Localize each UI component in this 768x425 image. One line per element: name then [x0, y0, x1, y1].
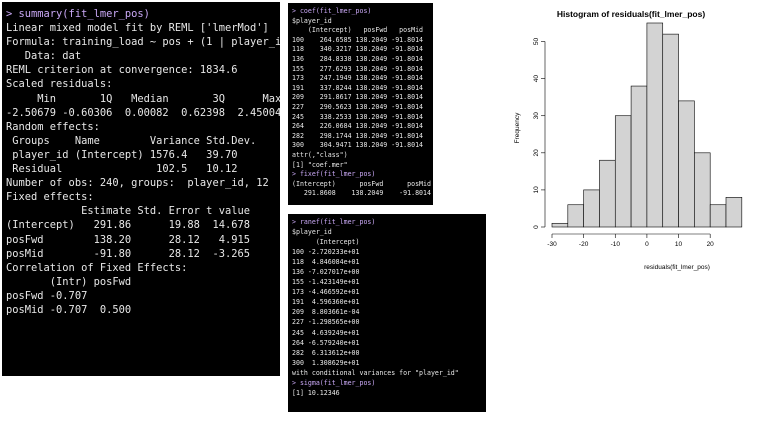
console-output-line: 173 -4.466592e+01: [292, 288, 360, 297]
histogram-bar: [630, 85, 648, 228]
console-output-line: 191 4.596360e+01: [292, 298, 360, 307]
histogram-bar: [662, 33, 679, 228]
console-output-line: REML criterion at convergence: 1834.6: [6, 64, 238, 77]
y-tick-label: 30: [533, 112, 540, 120]
console-output-line: (Intercept) 291.86 19.88 14.678: [6, 219, 250, 232]
console-output-line: -2.50679 -0.60306 0.00082 0.62398 2.4500…: [6, 106, 280, 119]
console-output-line: attr(,"class"): [292, 150, 348, 159]
console-output-line: 245 338.2533 138.2049 -91.8014: [292, 112, 424, 121]
console-output-line: Linear mixed model fit by REML ['lmerMod…: [6, 22, 269, 35]
console-output-line: (Intercept) posFwd posMid: [292, 26, 424, 35]
console-output-line: Correlation of Fixed Effects:: [6, 261, 188, 274]
console-output-line: Min 1Q Median 3Q Max: [6, 92, 280, 105]
console-output-line: with conditional variances for "player_i…: [292, 368, 459, 377]
y-tick-label: 10: [533, 186, 540, 194]
console-output-line: Number of obs: 240, groups: player_id, 1…: [6, 177, 269, 190]
console-output-line: 118 4.846084e+01: [292, 258, 360, 267]
console-output-line: Scaled residuals:: [6, 78, 113, 91]
console-output-line: 155 -1.423149e+01: [292, 278, 360, 287]
chart-axes: -30 -20 -10 0 10 20 0 10 20 30 40 50: [533, 38, 714, 248]
histogram-bar: [583, 189, 600, 228]
histogram-bar: [646, 22, 664, 228]
console-output-line: 264 226.0684 138.2049 -91.8014: [292, 122, 424, 131]
console-output-line: 245 4.639249e+01: [292, 328, 360, 337]
histogram-bar: [694, 152, 711, 228]
console-output-line: (Intercept): [292, 238, 360, 247]
console-output-line: 209 291.8617 138.2049 -91.8014: [292, 93, 424, 102]
histogram-bar: [725, 197, 743, 228]
console-output-line: [1] 10.12346: [292, 388, 340, 397]
console-output-line: 264 -6.579240e+01: [292, 338, 360, 347]
console-output-line: Formula: training_load ~ pos + (1 | play…: [6, 36, 280, 49]
console-output-line: 227 290.5623 138.2049 -91.8014: [292, 102, 424, 111]
console-output-line: player_id (Intercept) 1576.4 39.70: [6, 148, 238, 161]
y-tick-label: 20: [533, 149, 540, 157]
console-output-line: 136 284.8338 138.2049 -91.8014: [292, 54, 424, 63]
console-output-line: 282 6.313612e+00: [292, 348, 360, 357]
console-coef-output[interactable]: > coef(fit_lmer_pos) $player_id (Intercep…: [288, 3, 433, 205]
console-output-line: posMid -0.707 0.500: [6, 303, 132, 316]
x-tick-label: 0: [645, 241, 649, 248]
console-command-line: > ranef(fit_lmer_pos): [292, 218, 376, 226]
y-tick-label: 50: [533, 38, 540, 46]
console-summary-output[interactable]: > summary(fit_lmer_pos) Linear mixed mode…: [2, 2, 280, 376]
console-output-line: 118 340.3217 138.2049 -91.8014: [292, 45, 424, 54]
console-command-line: > coef(fit_lmer_pos): [292, 7, 372, 15]
console-output-line: posFwd 138.20 28.12 4.915: [6, 233, 250, 246]
chart-title: Histogram of residuals(fit_lmer_pos): [557, 9, 705, 19]
console-command-line: > fixef(fit_lmer_pos): [292, 170, 376, 179]
histogram-bars: [551, 22, 743, 228]
console-output-line: (Intercept) posFwd posMid: [292, 179, 431, 188]
console-output-line: 173 247.1949 138.2049 -91.8014: [292, 74, 424, 83]
console-command-line: > sigma(fit_lmer_pos): [292, 378, 376, 387]
console-output-line: 191 337.8244 138.2049 -91.8014: [292, 83, 424, 92]
console-output-line: Data: dat: [6, 50, 82, 63]
y-tick-label: 40: [533, 75, 540, 83]
x-tick-label: -30: [547, 241, 557, 248]
console-command-line: > summary(fit_lmer_pos): [6, 8, 150, 20]
console-output-line: Fixed effects:: [6, 191, 94, 204]
x-tick-label: -10: [611, 241, 621, 248]
console-output-line: 291.8608 138.2049 -91.8014: [292, 189, 431, 198]
histogram-bar: [678, 100, 695, 228]
console-output-line: Groups Name Variance Std.Dev.: [6, 134, 257, 147]
console-output-line: Random effects:: [6, 120, 100, 133]
console-output-line: (Intr) posFwd: [6, 275, 132, 288]
console-output-line: 100 264.6585 138.2049 -91.8014: [292, 35, 424, 44]
x-tick-label: -20: [579, 241, 589, 248]
residuals-histogram: Histogram of residuals(fit_lmer_pos) res…: [514, 9, 743, 271]
console-output-line: 227 -1.298565e+00: [292, 318, 360, 327]
console-output-line: 136 -7.027017e+00: [292, 268, 360, 277]
x-tick-label: 10: [675, 241, 683, 248]
console-output-line: $player_id: [292, 16, 332, 25]
console-output-line: 155 277.6293 138.2049 -91.8014: [292, 64, 424, 73]
console-output-line: posMid -91.80 28.12 -3.265: [6, 247, 250, 260]
histogram-bar: [709, 204, 727, 228]
console-output-line: Residual 102.5 10.12: [6, 163, 238, 176]
y-axis-label: Frequency: [514, 112, 521, 143]
histogram-bar: [551, 222, 569, 228]
x-tick-label: 20: [707, 241, 715, 248]
console-output-line: $player_id: [292, 228, 332, 237]
console-output-line: 300 1.308629e+01: [292, 358, 360, 367]
console-output-line: 209 8.803661e-04: [292, 308, 360, 317]
x-axis-label: residuals(fit_lmer_pos): [644, 264, 710, 271]
console-ranef-output[interactable]: > ranef(fit_lmer_pos) $player_id (Interce…: [288, 214, 486, 412]
console-output-line: 300 304.9471 138.2049 -91.8014: [292, 141, 424, 150]
console-output-line: [1] "coef.mer": [292, 160, 348, 169]
histogram-bar: [599, 159, 616, 228]
console-output-line: 100 -2.720233e+01: [292, 248, 360, 257]
console-output-line: 282 298.1744 138.2049 -91.8014: [292, 131, 424, 140]
console-output-line: Estimate Std. Error t value: [6, 205, 250, 218]
y-tick-label: 0: [533, 225, 540, 229]
histogram-bar: [614, 115, 632, 228]
histogram-bar: [567, 204, 584, 228]
console-output-line: posFwd -0.707: [6, 289, 88, 302]
